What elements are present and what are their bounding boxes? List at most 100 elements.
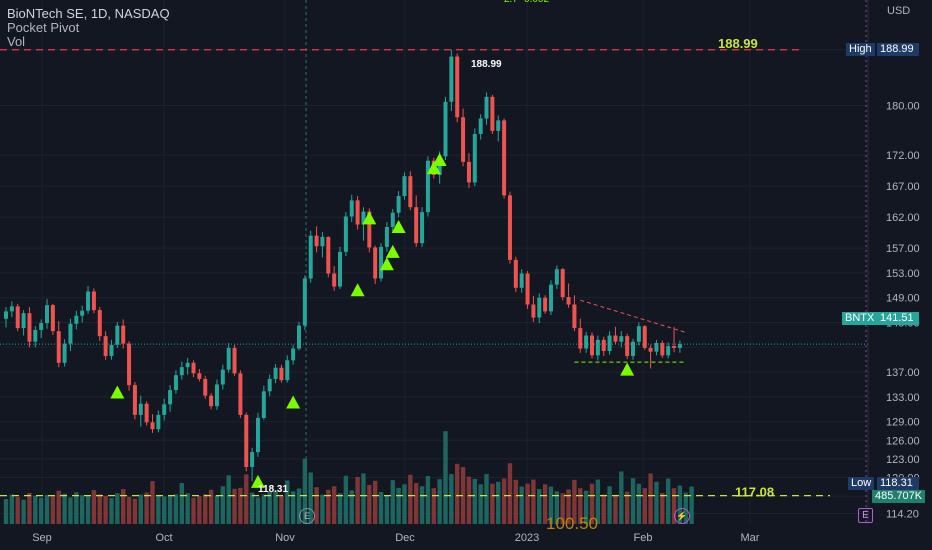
volume-bar: [337, 493, 343, 524]
volume-bar: [255, 497, 261, 524]
candle-body: [390, 212, 395, 228]
candle-body: [80, 310, 85, 316]
volume-bar: [531, 479, 536, 524]
chart-legend: BioNTech SE, 1D, NASDAQ Pocket Pivot Vol: [7, 7, 170, 49]
candle-body: [91, 291, 96, 311]
volume-bar: [244, 474, 249, 524]
volume-bar: [220, 486, 226, 524]
candle-body: [285, 360, 290, 381]
candle-body: [9, 306, 14, 312]
candle-body: [660, 342, 665, 356]
candle-body: [150, 422, 155, 430]
volume-bar: [44, 494, 50, 524]
candle-body: [121, 325, 126, 344]
candle-body: [554, 269, 559, 285]
volume-bar: [601, 494, 606, 524]
candle-body: [144, 403, 149, 423]
volume-bar: [525, 483, 530, 524]
volume-bar: [56, 490, 61, 524]
legend-volume[interactable]: Vol: [7, 34, 26, 49]
volume-bar: [132, 498, 138, 524]
volume-bar: [554, 491, 560, 524]
candle-body: [203, 378, 208, 396]
volume-bar: [677, 485, 683, 524]
pocket-pivot-marker: [350, 283, 365, 297]
legend-symbol[interactable]: BioNTech SE, 1D, NASDAQ: [7, 6, 170, 21]
price-tick-label: 123.00: [886, 454, 920, 466]
volume-bar: [279, 496, 284, 524]
last-price-tag: BNTX: [842, 312, 878, 325]
candle-body: [507, 195, 512, 260]
candle-body: [62, 343, 67, 363]
volume-bar: [419, 486, 425, 524]
candle-body: [537, 297, 542, 318]
candle-body: [625, 336, 630, 356]
candle-body: [56, 331, 61, 363]
legend-indicator[interactable]: Pocket Pivot: [7, 20, 80, 35]
price-tick-label: 114.20: [886, 508, 919, 520]
candle-body: [15, 306, 20, 329]
volume-bar: [290, 491, 296, 524]
candle-body: [531, 304, 536, 318]
currency-label[interactable]: USD: [887, 5, 911, 17]
candle-body: [654, 342, 659, 352]
volume-bar: [249, 492, 255, 524]
volume-bar: [267, 491, 272, 524]
candle-body: [595, 339, 600, 356]
volume-bar: [273, 491, 278, 524]
volume-bar: [455, 463, 460, 524]
volume-bar: [62, 493, 67, 524]
volume-bar: [21, 499, 26, 524]
volume-bar: [115, 493, 120, 524]
low-tag-value: 118.31: [880, 477, 913, 489]
volume-bar: [38, 497, 44, 524]
bottom-value-text: 100.50: [546, 514, 598, 533]
candle-body: [156, 414, 161, 430]
volume-bar: [542, 484, 548, 524]
candle-body: [666, 346, 671, 356]
candle-body: [97, 310, 102, 337]
dividend-flash-icon[interactable]: ⚡: [674, 508, 690, 524]
high-tag-value: 188.99: [880, 43, 914, 55]
high-value-tag: 188.99: [877, 43, 919, 56]
candle-body: [584, 335, 589, 349]
volume-bar: [74, 492, 79, 524]
volume-bar: [197, 496, 202, 524]
candle-body: [261, 391, 266, 418]
time-tick-label: Sep: [32, 532, 52, 544]
candle-body: [74, 315, 79, 324]
pocket-pivot-marker: [385, 244, 400, 258]
volume-bar: [50, 496, 56, 524]
earnings-e-icon[interactable]: E: [299, 508, 315, 524]
volume-bar: [331, 486, 337, 524]
volume-bar: [361, 473, 366, 524]
volume-bar: [665, 478, 671, 524]
candle-body: [4, 311, 8, 319]
candle-body: [197, 373, 202, 379]
candle-body: [420, 212, 425, 244]
candle-body: [226, 347, 231, 370]
time-tick-label: Mar: [741, 532, 760, 544]
pocket-pivot-marker: [426, 161, 441, 175]
volume-bar: [396, 487, 401, 524]
candle-body: [238, 373, 243, 415]
candle-body: [519, 273, 524, 288]
volume-bar: [15, 497, 20, 524]
volume-bar: [173, 494, 179, 524]
volume-bar: [109, 498, 114, 524]
events-toggle-icon[interactable]: E: [858, 508, 873, 523]
candle-body: [443, 101, 448, 157]
volume-value: 485.707K: [875, 490, 923, 502]
candle-body: [320, 236, 325, 247]
volume-bar: [501, 478, 507, 524]
volume-bar: [648, 473, 653, 524]
volume-bar: [408, 474, 413, 524]
volume-bar: [68, 497, 73, 524]
volume-bar: [660, 492, 665, 524]
volume-bar: [208, 489, 214, 524]
candle-body: [209, 395, 214, 407]
volume-bar: [302, 458, 308, 524]
price-tick-label: 129.00: [886, 417, 920, 429]
volume-bar: [179, 483, 184, 524]
